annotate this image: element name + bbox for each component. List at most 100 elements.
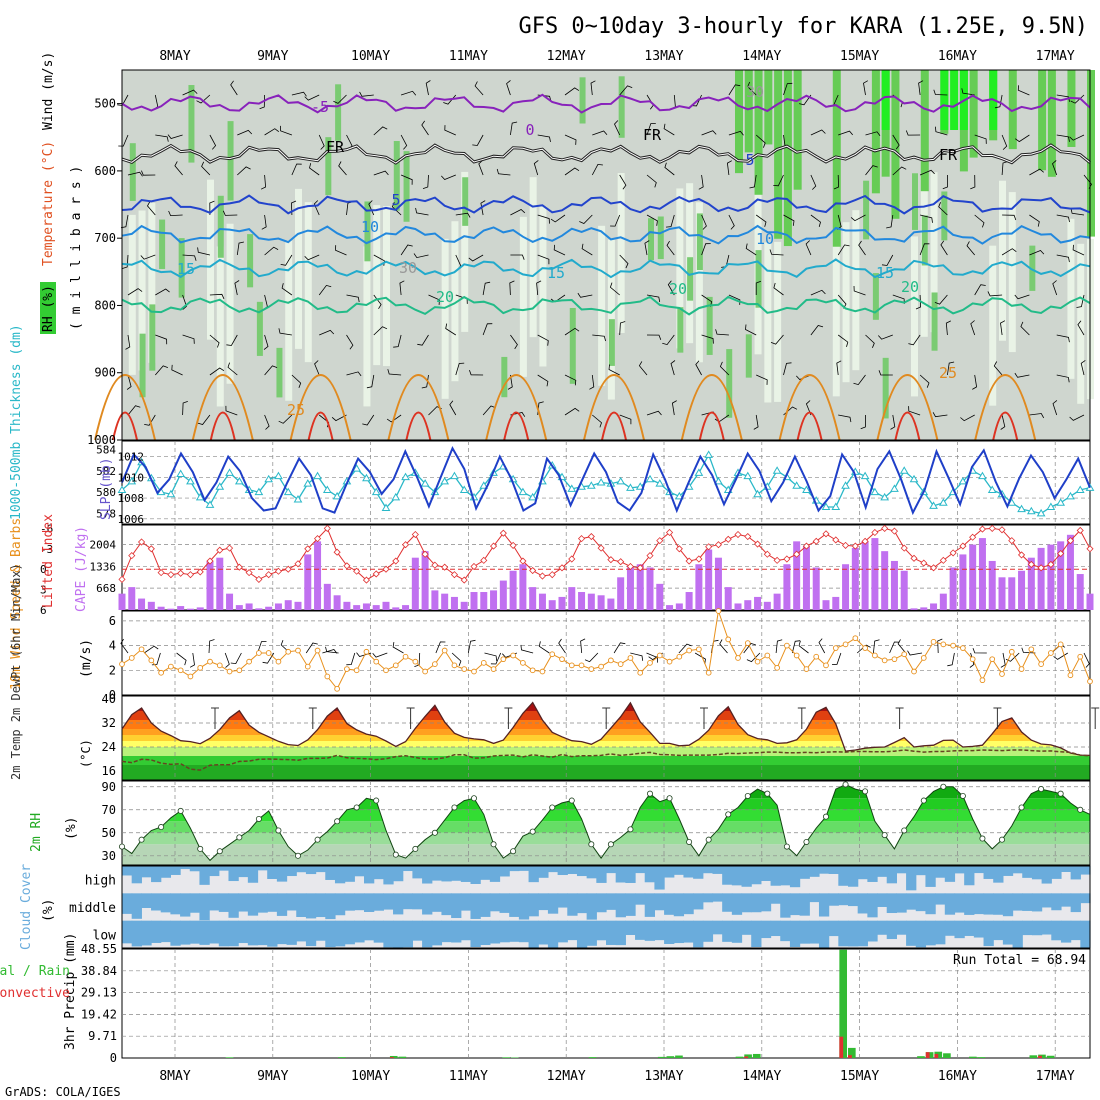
rh-region xyxy=(676,188,684,349)
cloud-bar xyxy=(828,866,839,874)
wind-barb xyxy=(858,240,866,256)
thickness-point xyxy=(117,485,127,493)
rh-point xyxy=(334,818,341,825)
rh-point xyxy=(158,824,165,831)
wind-barb xyxy=(886,214,894,229)
wind-barb xyxy=(810,289,826,296)
cloud-bar xyxy=(557,920,568,943)
wind-barb xyxy=(400,134,408,150)
wind-barb xyxy=(127,405,141,416)
cape-bar xyxy=(890,560,898,610)
wind-barb xyxy=(362,414,375,426)
cloud-bar xyxy=(509,893,520,917)
contour-label: 20 xyxy=(901,278,919,296)
li-point xyxy=(265,571,273,579)
wind-barb xyxy=(728,84,741,96)
rh-region xyxy=(921,215,928,266)
wind-barb xyxy=(590,80,596,96)
li-point xyxy=(333,548,341,556)
wind-point xyxy=(852,635,859,642)
cloud-bar xyxy=(877,893,888,907)
precip-bar xyxy=(1029,1055,1038,1058)
isotherm-25 xyxy=(289,374,352,441)
wind-barb xyxy=(937,638,943,654)
thickness-point xyxy=(293,495,303,503)
cloud-bar xyxy=(247,893,259,916)
cape-bar xyxy=(265,606,273,610)
tick-label: 2004 xyxy=(90,538,117,551)
cape-bar xyxy=(362,603,370,610)
cloud-bar xyxy=(915,866,927,876)
cloud-bar xyxy=(576,866,588,877)
cloud-bar xyxy=(354,920,365,943)
wind-barb xyxy=(695,360,702,376)
wind-barb xyxy=(400,174,413,185)
wind-barb xyxy=(482,281,491,296)
rh-region xyxy=(383,206,390,367)
li-point xyxy=(157,569,165,577)
wind-barb xyxy=(373,326,388,336)
wind-barb xyxy=(614,120,621,136)
convective-bar xyxy=(744,1056,749,1058)
cloud-bar xyxy=(325,866,336,880)
isotherm--5 xyxy=(121,93,1091,114)
cloud-bar xyxy=(954,920,965,939)
wind-barb xyxy=(783,214,795,226)
cape-bar xyxy=(147,601,155,610)
cloud-bar xyxy=(615,920,626,946)
thickness-point xyxy=(127,476,137,485)
wind-barb xyxy=(863,80,869,96)
cloud-bar xyxy=(334,920,346,947)
date-label: 10MAY xyxy=(351,49,390,64)
wind-barb xyxy=(304,94,320,101)
li-point xyxy=(1037,564,1045,572)
cloud-bar xyxy=(547,920,559,948)
tick-label: 582 xyxy=(96,465,116,478)
precip-bar xyxy=(917,1056,925,1058)
wind-barb xyxy=(209,134,217,150)
precip-bar xyxy=(225,1057,234,1058)
rh-point xyxy=(138,836,145,843)
li-point xyxy=(939,556,947,564)
rh-point xyxy=(940,783,947,790)
wind-barb xyxy=(262,652,275,664)
wind-point xyxy=(471,668,477,675)
cape-bar xyxy=(636,564,644,610)
cloud-bar xyxy=(402,866,413,872)
date-label: 13MAY xyxy=(644,49,683,64)
wind-point xyxy=(510,652,516,659)
wind-barb xyxy=(237,129,253,136)
thickness-point xyxy=(1046,502,1056,510)
cape-bar xyxy=(323,583,331,610)
cape-bar xyxy=(353,605,361,610)
wind-point xyxy=(324,673,331,680)
convective-bar xyxy=(839,1036,844,1058)
thickness-point xyxy=(381,503,391,512)
cloud-bar xyxy=(828,893,839,906)
cloud-bar xyxy=(383,920,394,948)
wind-point xyxy=(705,669,712,676)
thickness-point xyxy=(714,476,723,485)
li-point xyxy=(577,535,586,543)
cape-bar xyxy=(177,606,185,610)
li-point xyxy=(216,546,224,554)
wind-barb xyxy=(533,160,539,176)
tick-label: 30 xyxy=(102,849,116,863)
li-point xyxy=(1076,526,1084,535)
wind-point xyxy=(295,647,301,654)
wind-point xyxy=(344,666,350,672)
cloud-bar xyxy=(1051,893,1062,911)
cloud-bar xyxy=(751,866,762,885)
contour-label: 20 xyxy=(436,288,454,306)
wind-barb xyxy=(1077,320,1085,336)
wind-barb xyxy=(670,360,676,376)
rh-region xyxy=(207,179,214,340)
wind-point xyxy=(128,655,135,661)
wind-barb xyxy=(619,254,629,269)
thickness-point xyxy=(890,484,899,492)
cloud-bar xyxy=(615,866,626,883)
cape-bar xyxy=(851,547,859,610)
axis-label: Wind (m/s) xyxy=(41,52,56,130)
wind-barb xyxy=(445,323,457,336)
wind-barb xyxy=(536,280,542,296)
